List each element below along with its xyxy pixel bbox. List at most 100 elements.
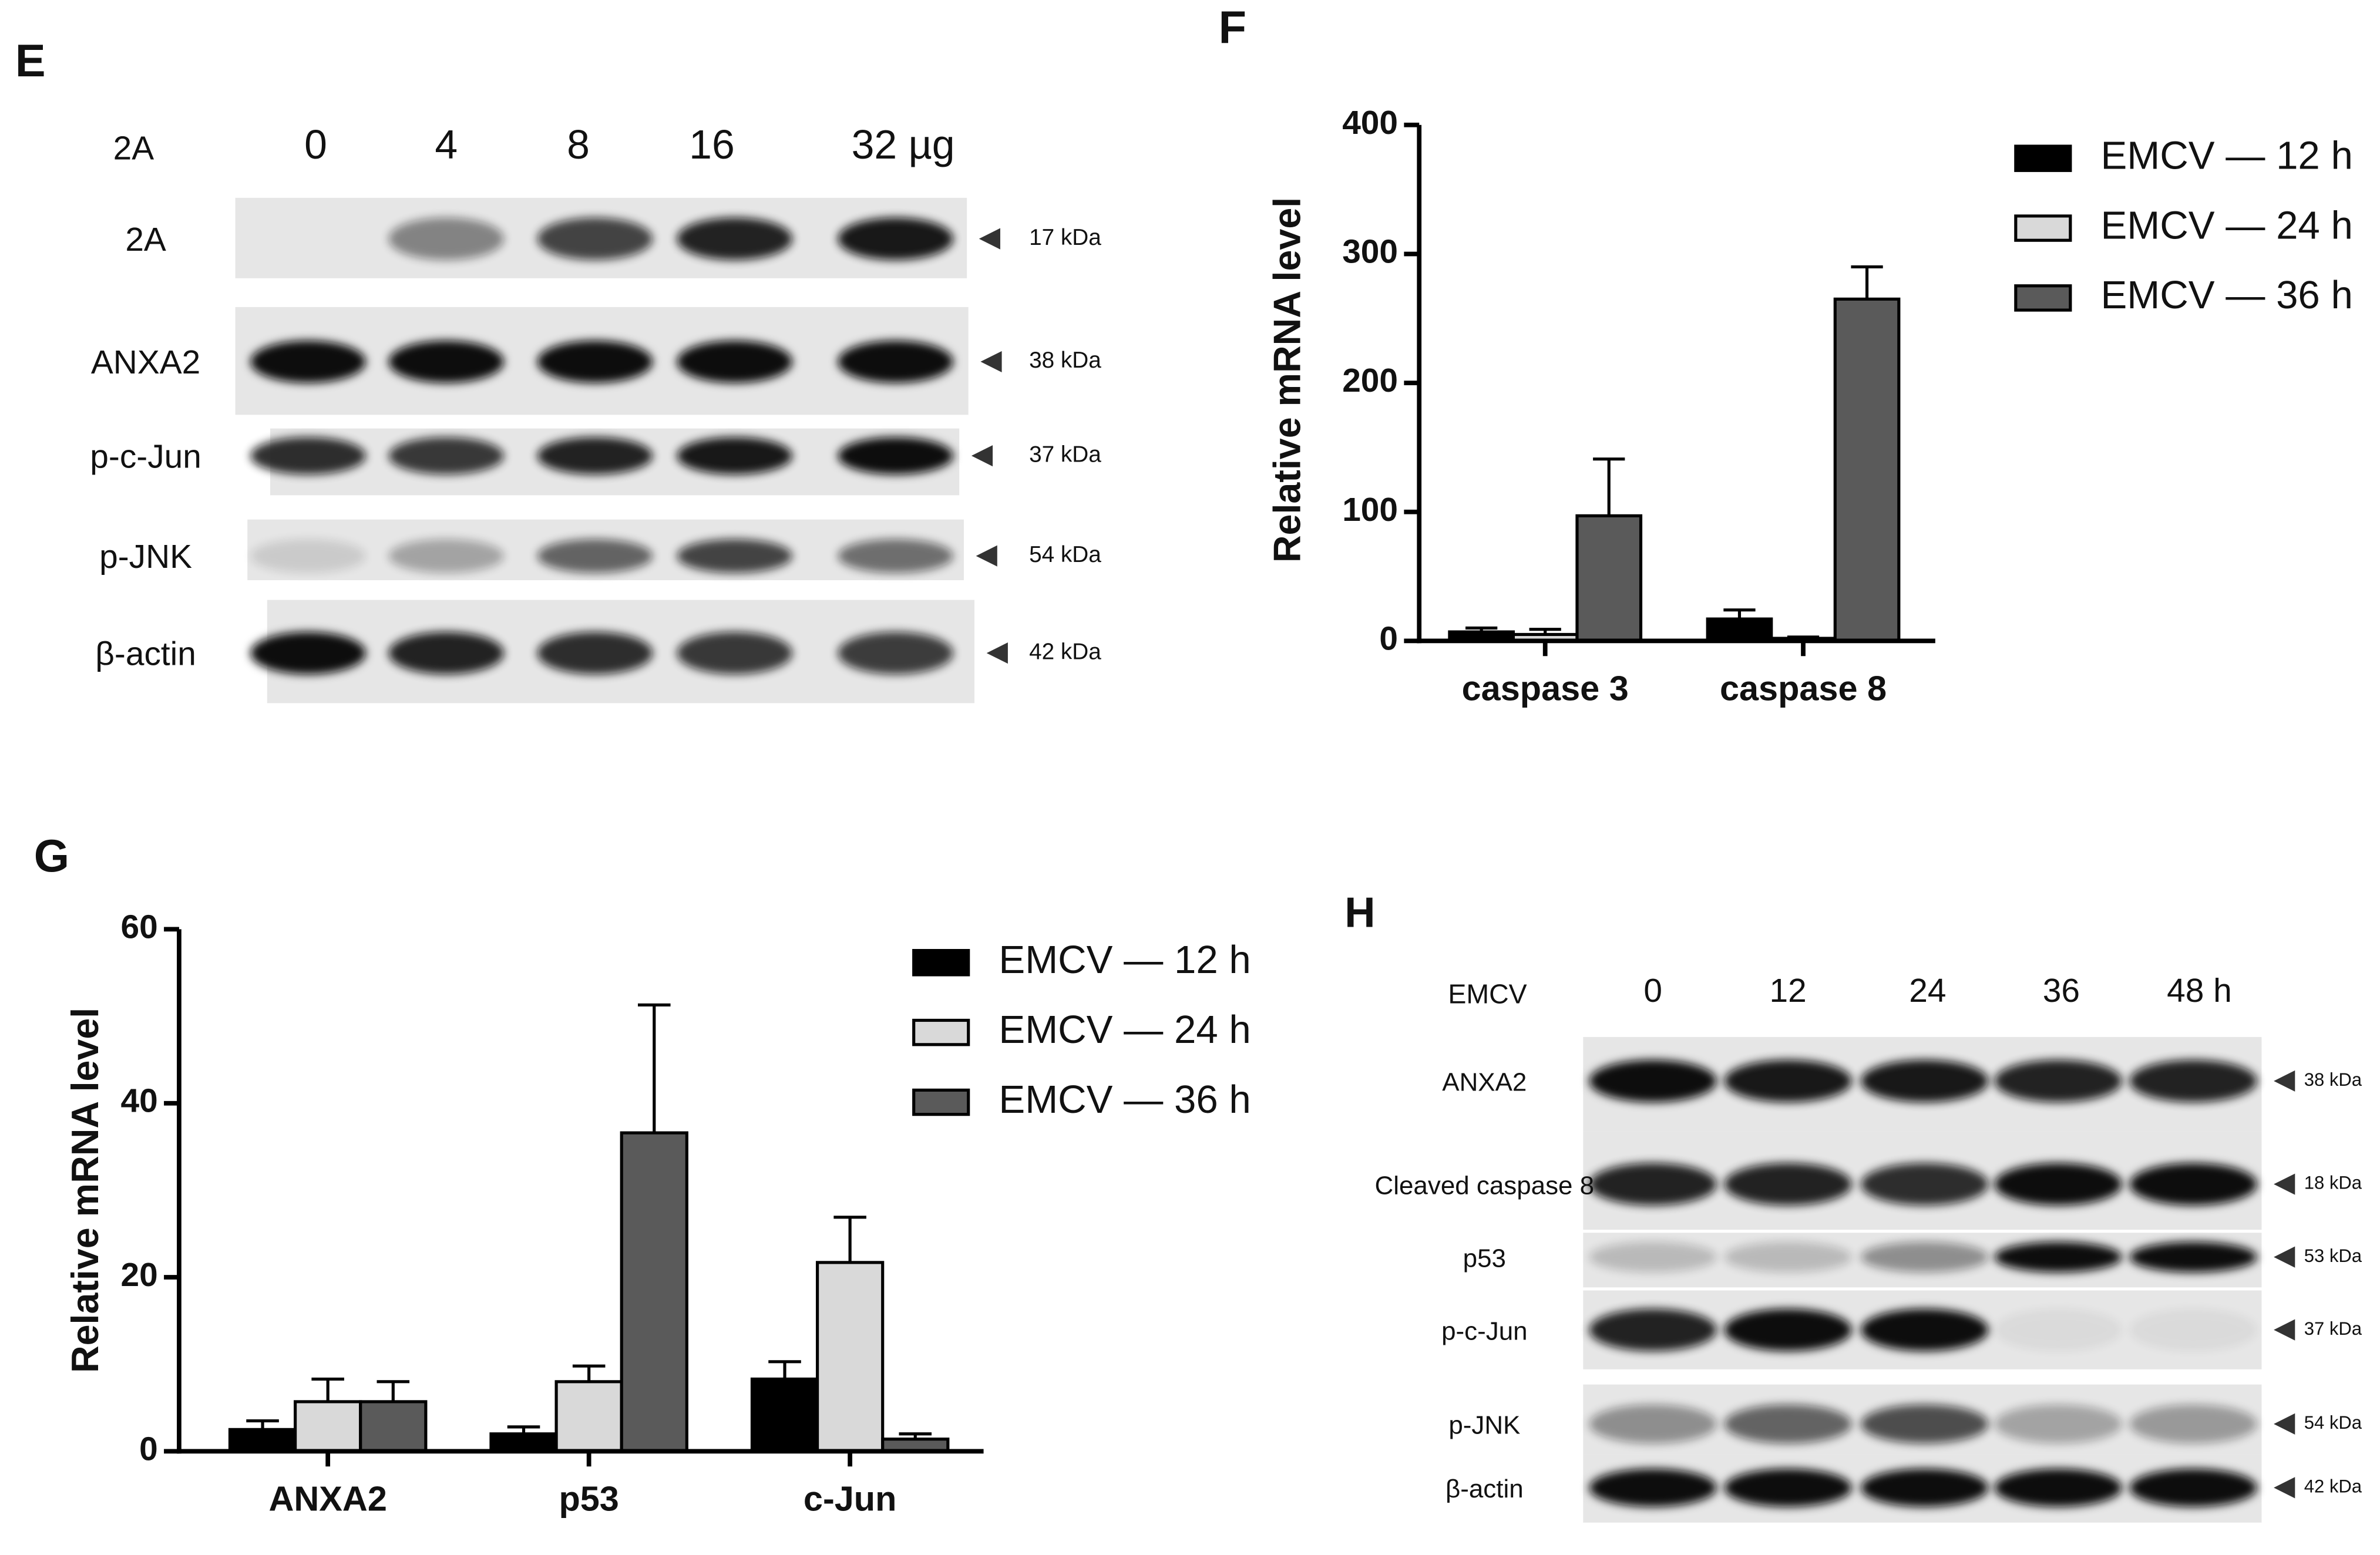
- blot-band: [2129, 1404, 2257, 1444]
- legend-swatch: [912, 1018, 970, 1046]
- kda-label: 53 kDa: [2304, 1246, 2362, 1266]
- blot-band: [838, 538, 953, 573]
- panel-label: E: [15, 36, 46, 86]
- blot-band: [838, 340, 953, 383]
- kda-label: 17 kDa: [1029, 225, 1101, 250]
- blot-band: [2129, 1059, 2257, 1103]
- blot-band: [1861, 1468, 1989, 1507]
- blot-band: [1589, 1163, 1717, 1206]
- bar: [750, 1377, 819, 1453]
- legend-swatch: [912, 949, 970, 977]
- row-label: p-c-Jun: [90, 438, 201, 475]
- blot-band: [1589, 1404, 1717, 1444]
- bar: [1575, 514, 1643, 643]
- arrowhead: [2274, 1319, 2295, 1341]
- blot-band: [250, 437, 366, 474]
- legend-swatch: [2014, 284, 2072, 312]
- lane-label: 0: [1643, 972, 1662, 1009]
- arrowhead: [979, 228, 1000, 250]
- arrowhead: [986, 642, 1008, 664]
- blot-band: [537, 217, 653, 260]
- arrowhead: [2274, 1173, 2295, 1195]
- blot-band: [1724, 1059, 1852, 1103]
- lane-label: 4: [435, 122, 458, 167]
- y-tick-label: 40: [121, 1083, 158, 1120]
- row-label: p-JNK: [99, 538, 192, 575]
- panel-label: H: [1344, 889, 1375, 936]
- blot-band: [388, 538, 504, 573]
- lane-label: 48 h: [2167, 972, 2232, 1009]
- blot-header: EMCV: [1448, 978, 1527, 1009]
- legend-label: EMCV — 24 h: [2101, 203, 2353, 247]
- y-tick-label: 200: [1342, 362, 1398, 399]
- y-tick-label: 0: [139, 1431, 158, 1468]
- y-tick-label: 0: [1379, 620, 1398, 657]
- blot-band: [1724, 1241, 1852, 1273]
- blot-band: [838, 217, 953, 260]
- bar: [359, 1400, 428, 1453]
- blot-band: [2129, 1468, 2257, 1507]
- y-tick-label: 20: [121, 1257, 158, 1294]
- blot-band: [1589, 1241, 1717, 1273]
- kda-label: 54 kDa: [2304, 1412, 2362, 1433]
- row-label: 2A: [125, 221, 166, 258]
- row-label: ANXA2: [1442, 1068, 1527, 1097]
- panel-label: G: [34, 831, 69, 881]
- blot-band: [1994, 1059, 2122, 1103]
- blot-band: [250, 631, 366, 675]
- blot-band: [250, 538, 366, 573]
- lane-label: 12: [1770, 972, 1807, 1009]
- blot-band: [388, 340, 504, 383]
- blot-header: 2A: [113, 130, 154, 167]
- blot-band: [537, 340, 653, 383]
- blot-band: [1994, 1308, 2122, 1351]
- kda-label: 42 kDa: [1029, 639, 1101, 664]
- lane-label: 16: [689, 122, 735, 167]
- blot-band: [537, 538, 653, 573]
- y-axis-label: Relative mRNA level: [1266, 197, 1309, 563]
- blot-band: [677, 538, 792, 573]
- blot-band: [1861, 1308, 1989, 1351]
- lane-label: 8: [567, 122, 590, 167]
- arrowhead: [2274, 1477, 2295, 1499]
- legend-label: EMCV — 12 h: [2101, 133, 2353, 177]
- arrowhead: [976, 545, 997, 567]
- arrowhead: [2274, 1246, 2295, 1268]
- blot-band: [1861, 1163, 1989, 1206]
- row-label: ANXA2: [91, 344, 200, 381]
- blot-band: [1994, 1468, 2122, 1507]
- bar: [815, 1261, 885, 1453]
- row-label: β-actin: [95, 635, 196, 672]
- row-label: p-c-Jun: [1441, 1317, 1527, 1345]
- blot-band: [2129, 1241, 2257, 1273]
- blot-band: [537, 631, 653, 675]
- legend-swatch: [2014, 214, 2072, 242]
- blot-band: [388, 217, 504, 260]
- arrowhead: [980, 351, 1002, 373]
- blot-band: [388, 437, 504, 474]
- arrowhead: [2274, 1413, 2295, 1435]
- blot-band: [838, 631, 953, 675]
- legend-label: EMCV — 12 h: [999, 938, 1250, 982]
- bar: [1706, 617, 1773, 643]
- x-tick-label: caspase 3: [1462, 668, 1629, 708]
- blot-band: [2129, 1308, 2257, 1351]
- lane-label: 36: [2043, 972, 2080, 1009]
- lane-label: 24: [1909, 972, 1946, 1009]
- kda-label: 42 kDa: [2304, 1476, 2362, 1497]
- blot-band: [1861, 1404, 1989, 1444]
- kda-label: 54 kDa: [1029, 542, 1101, 567]
- blot-band: [1861, 1241, 1989, 1273]
- blot-band: [250, 340, 366, 383]
- blot-band: [677, 437, 792, 474]
- blot-band: [1589, 1468, 1717, 1507]
- blot-band: [1724, 1163, 1852, 1206]
- bar: [294, 1400, 362, 1453]
- x-tick-label: ANXA2: [268, 1479, 386, 1518]
- y-tick-label: 300: [1342, 233, 1398, 270]
- y-axis-label: Relative mRNA level: [64, 1008, 106, 1373]
- blot-band: [1589, 1059, 1717, 1103]
- blot-band: [1724, 1308, 1852, 1351]
- x-tick-label: p53: [559, 1479, 618, 1518]
